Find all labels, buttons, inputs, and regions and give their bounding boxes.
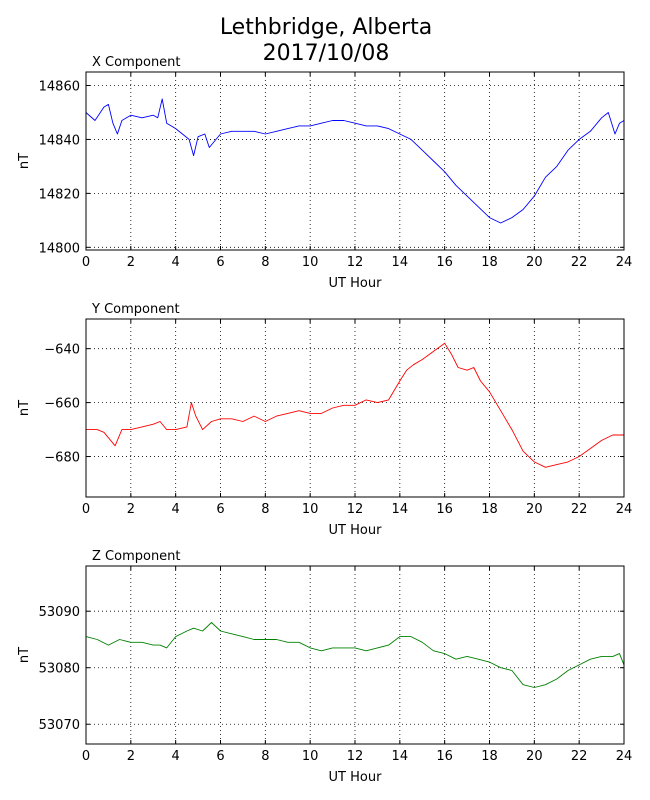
x-tick-label: 14	[392, 255, 409, 270]
x-tick-label: 8	[261, 255, 269, 270]
x-tick-label: 2	[127, 502, 135, 517]
y-tick-label: 14840	[39, 133, 80, 148]
x-tick-label: 4	[172, 502, 180, 517]
figure-title-line1: Lethbridge, Alberta	[220, 15, 432, 40]
x-tick-label: 14	[392, 749, 409, 764]
y-tick-label: 53090	[39, 605, 80, 620]
x-tick-label: 8	[261, 749, 269, 764]
x-axis-label: UT Hour	[329, 276, 383, 291]
y-axis-label: nT	[17, 153, 32, 169]
x-tick-label: 20	[526, 502, 543, 517]
x-tick-label: 12	[347, 255, 364, 270]
x-tick-label: 2	[127, 255, 135, 270]
x-tick-label: 8	[261, 502, 269, 517]
x-tick-label: 2	[127, 749, 135, 764]
x-axis-label: UT Hour	[329, 523, 383, 538]
x-tick-label: 12	[347, 749, 364, 764]
x-tick-label: 18	[481, 502, 498, 517]
series-line	[86, 342, 624, 468]
x-tick-label: 6	[216, 502, 224, 517]
y-tick-label: 14800	[39, 241, 80, 256]
y-tick-label: 14860	[39, 79, 80, 94]
y-tick-label: 53080	[39, 662, 80, 677]
x-tick-label: 6	[216, 749, 224, 764]
x-tick-label: 24	[616, 749, 633, 764]
panel-title: Y Component	[91, 302, 180, 317]
figure-title-line2: 2017/10/08	[263, 41, 390, 66]
panel-title: X Component	[92, 55, 181, 70]
x-tick-label: 16	[436, 255, 453, 270]
x-tick-label: 18	[481, 255, 498, 270]
y-tick-label: 53070	[39, 718, 80, 733]
panel-1: 0 2 4 6 8 10 12 14 16 18 20 22 241480014820148401486…	[17, 55, 632, 291]
x-tick-label: 10	[302, 502, 319, 517]
y-axis-label: nT	[17, 400, 32, 416]
x-tick-label: 22	[571, 255, 588, 270]
x-tick-label: 20	[526, 255, 543, 270]
x-tick-label: 4	[172, 749, 180, 764]
x-axis-label: UT Hour	[329, 770, 383, 785]
x-tick-label: 24	[616, 255, 633, 270]
x-tick-label: 0	[82, 749, 90, 764]
series-line	[85, 98, 625, 224]
chart-panels: 0 2 4 6 8 10 12 14 16 18 20 22 241480014820148401486…	[17, 55, 632, 785]
x-tick-label: 0	[82, 502, 90, 517]
x-tick-label: 16	[436, 502, 453, 517]
y-tick-label: −680	[44, 451, 80, 466]
y-tick-label: −660	[44, 397, 80, 412]
series-line	[85, 622, 625, 688]
x-tick-label: 4	[172, 255, 180, 270]
y-axis-label: nT	[17, 647, 32, 663]
y-tick-label: 14820	[39, 187, 80, 202]
x-tick-label: 22	[571, 502, 588, 517]
y-tick-label: −640	[44, 343, 80, 358]
x-tick-label: 18	[481, 749, 498, 764]
x-tick-label: 20	[526, 749, 543, 764]
x-tick-label: 10	[302, 749, 319, 764]
x-tick-label: 24	[616, 502, 633, 517]
x-tick-label: 16	[436, 749, 453, 764]
x-tick-label: 10	[302, 255, 319, 270]
panel-title: Z Component	[92, 549, 181, 564]
x-tick-label: 12	[347, 502, 364, 517]
x-tick-label: 0	[82, 255, 90, 270]
x-tick-label: 14	[392, 502, 409, 517]
x-tick-label: 6	[216, 255, 224, 270]
x-tick-label: 22	[571, 749, 588, 764]
